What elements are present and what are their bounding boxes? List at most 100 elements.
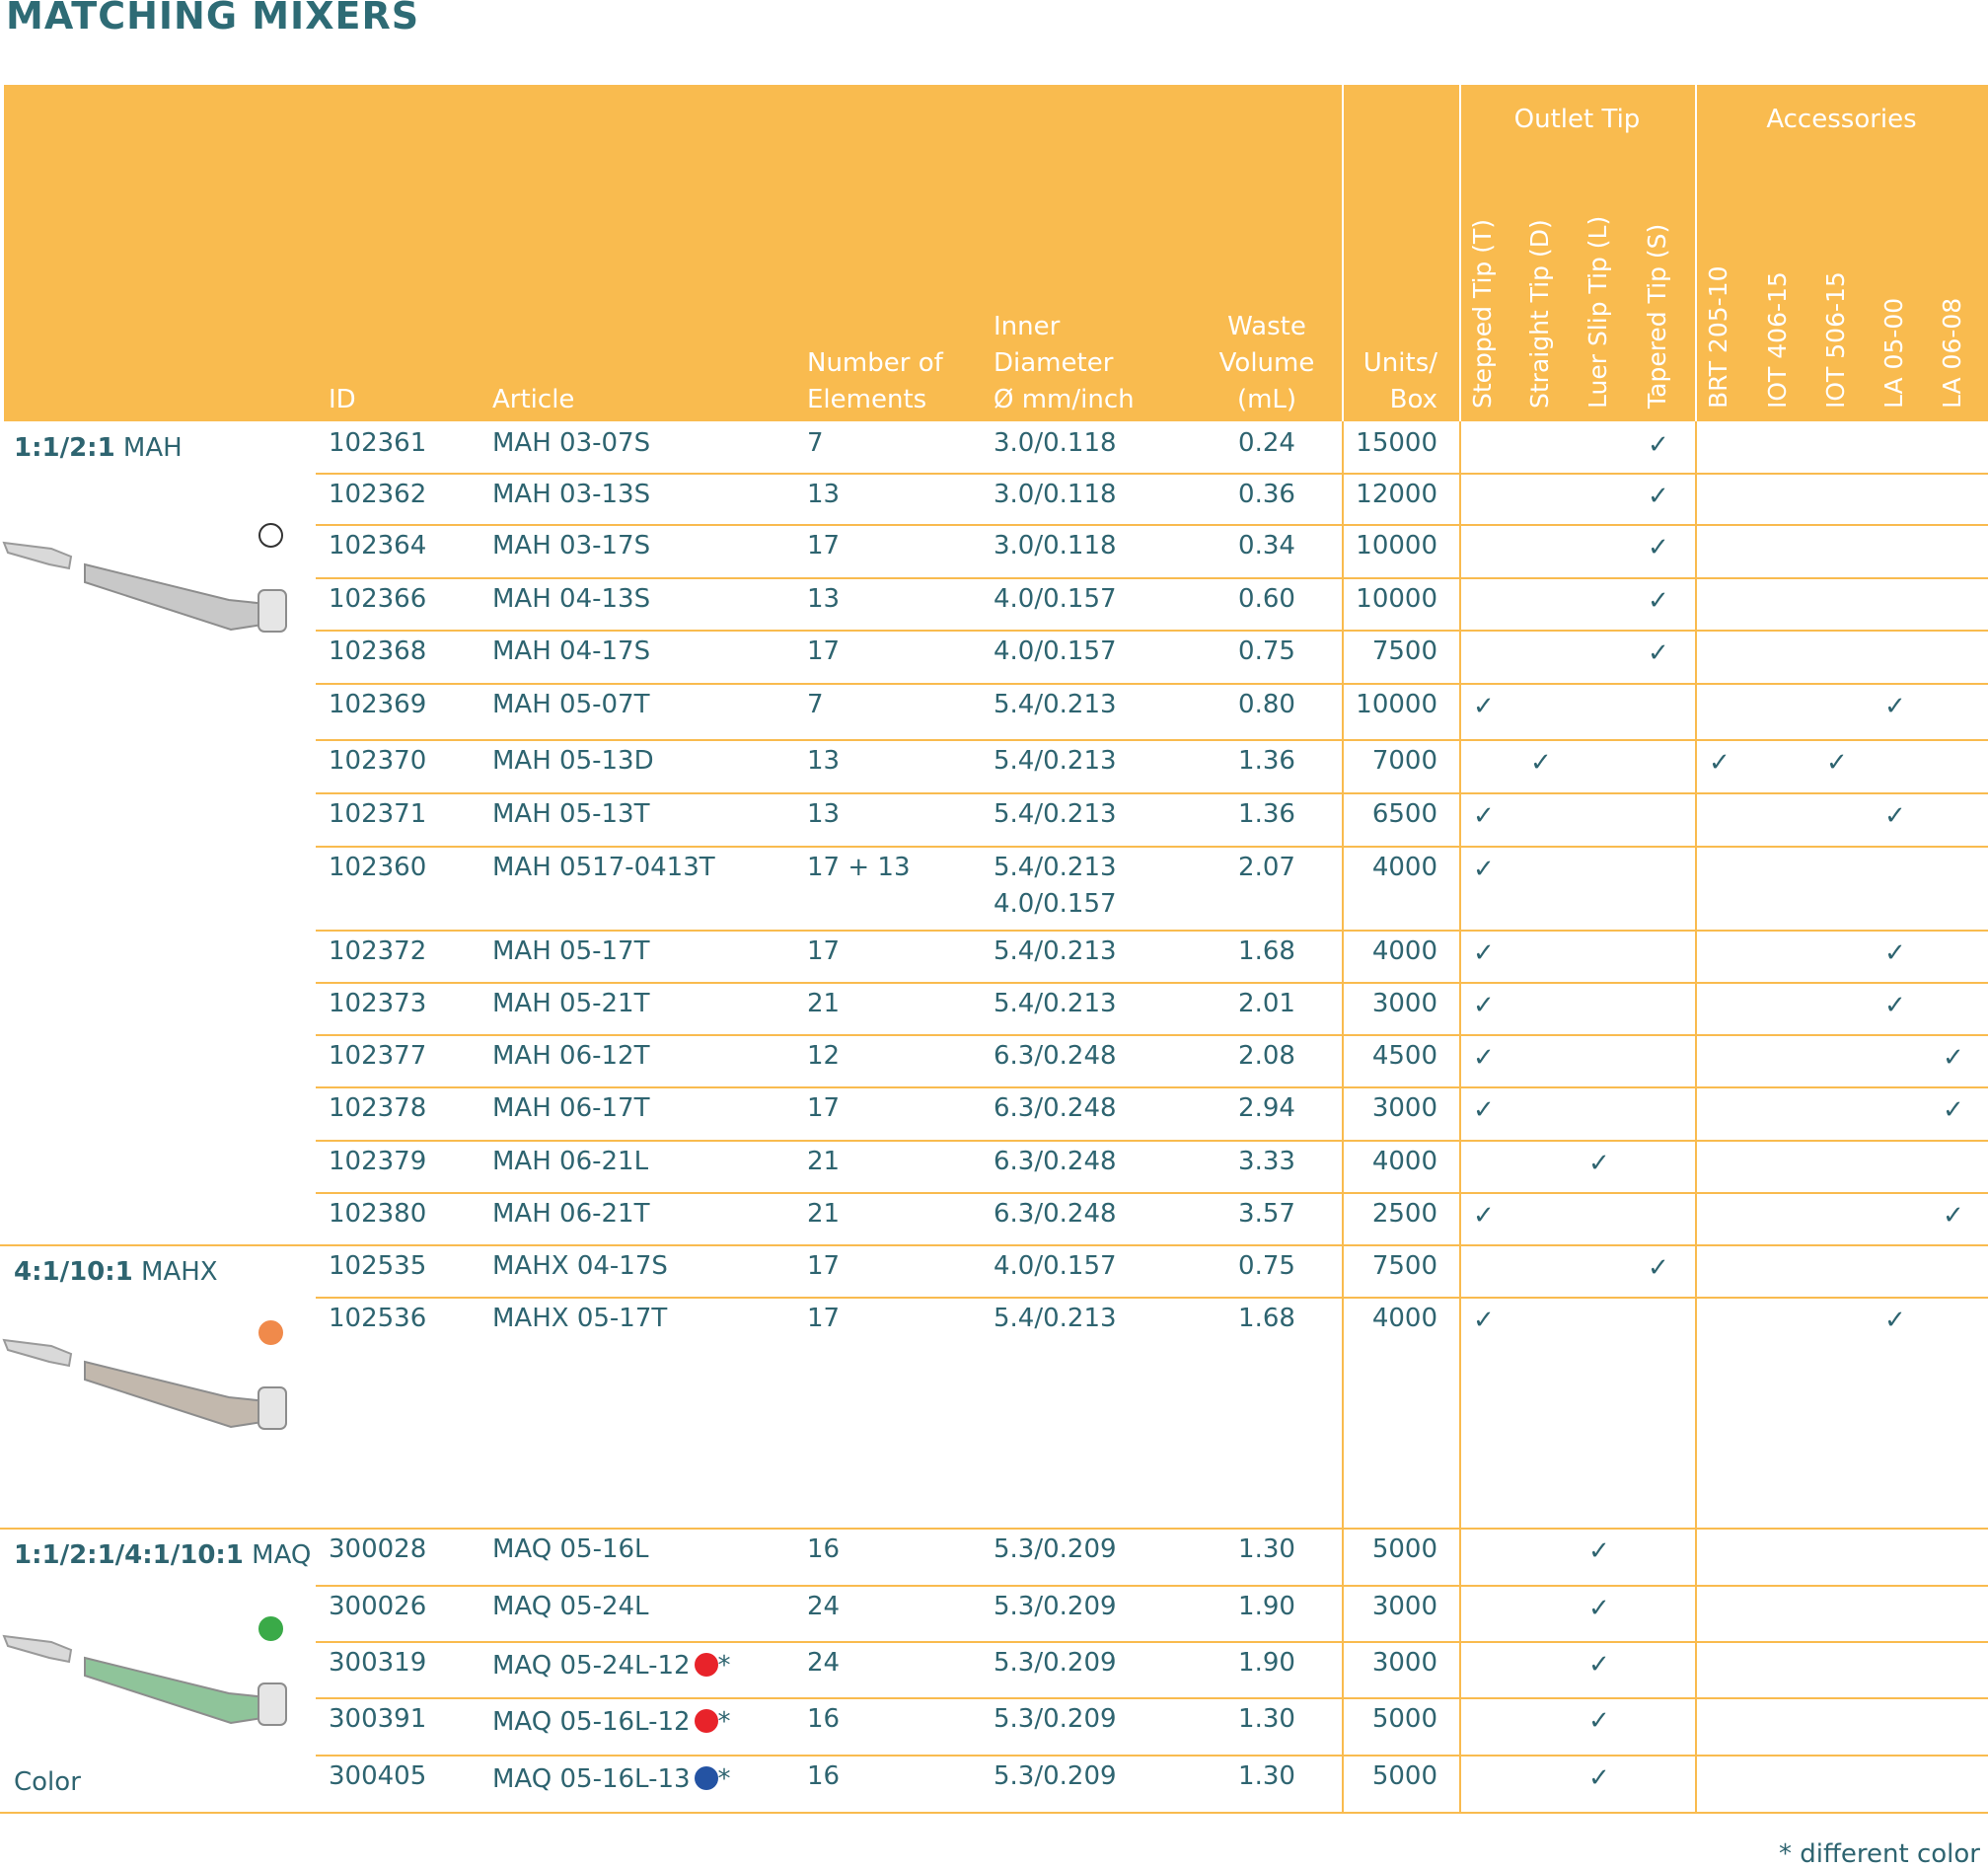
table-cell-inner-diameter: 5.3/0.209	[994, 1761, 1117, 1791]
table-cell-article: MAQ 05-16L	[492, 1533, 649, 1565]
row-divider	[316, 982, 1988, 984]
table-cell-id: 300391	[329, 1704, 427, 1734]
table-cell-inner-diameter: 5.4/0.213	[994, 936, 1117, 966]
table-cell-waste: 1.90	[1238, 1592, 1295, 1621]
header-accessories-group: Accessories	[1766, 105, 1917, 134]
row-divider	[316, 1585, 1988, 1587]
table-cell-elements: 17	[807, 636, 841, 666]
color-dot	[694, 1766, 718, 1790]
table-cell-id: 102536	[329, 1304, 427, 1333]
accessory-check: ✓	[1943, 1043, 1964, 1073]
mixer-base	[258, 1682, 287, 1726]
mixer-illustration	[2, 1338, 287, 1430]
row-divider	[0, 1528, 1988, 1530]
table-cell-waste: 0.24	[1238, 428, 1295, 458]
page-title: MATCHING MIXERS	[6, 0, 420, 37]
accessory-check: ✓	[1943, 1095, 1964, 1125]
mixer-base	[258, 589, 287, 633]
table-cell-article: MAH 03-17S	[492, 530, 650, 561]
header-tip-2: Luer Slip Tip (L)	[1583, 215, 1612, 409]
table-cell-inner-diameter: 5.3/0.209	[994, 1704, 1117, 1734]
header-units-box: Box	[1389, 385, 1437, 414]
table-cell-inner-diameter: 3.0/0.118	[994, 428, 1117, 458]
table-cell-elements: 17	[807, 1304, 841, 1333]
table-cell-units: 4000	[1371, 853, 1437, 882]
table-cell-units: 6500	[1371, 799, 1437, 829]
table-cell-units: 7000	[1371, 746, 1437, 776]
table-cell-waste: 1.30	[1238, 1704, 1295, 1734]
table-cell-article: MAH 05-13T	[492, 798, 649, 830]
group-name: MAH	[114, 433, 183, 463]
column-divider	[1695, 421, 1697, 1814]
table-cell-waste: 2.94	[1238, 1093, 1295, 1123]
table-cell-waste: 2.01	[1238, 989, 1295, 1018]
tip-check: ✓	[1648, 533, 1669, 562]
table-cell-id: 102380	[329, 1199, 427, 1229]
article-text: MAHX 05-17T	[492, 1304, 668, 1333]
article-text: MAH 04-13S	[492, 584, 651, 614]
table-cell-inner-diameter: 5.3/0.209	[994, 1534, 1117, 1564]
group-color-dot	[258, 1616, 283, 1641]
table-cell-units: 4000	[1371, 1304, 1437, 1333]
table-cell-elements: 7	[807, 690, 824, 719]
table-cell-units: 4000	[1371, 1147, 1437, 1176]
table-header	[4, 85, 1988, 421]
header-article: Article	[492, 385, 575, 414]
header-accessory-2: IOT 506-15	[1821, 271, 1850, 409]
tip-check: ✓	[1588, 1149, 1610, 1178]
group-ratio: 4:1/10:1	[14, 1257, 133, 1287]
row-divider	[316, 577, 1988, 579]
table-cell-units: 5000	[1371, 1534, 1437, 1564]
row-divider	[316, 1086, 1988, 1088]
tip-check: ✓	[1648, 482, 1669, 511]
table-cell-article: MAH 06-21L	[492, 1146, 648, 1177]
article-text: MAH 03-13S	[492, 480, 651, 509]
accessory-check: ✓	[1884, 991, 1906, 1020]
tip-check: ✓	[1588, 1763, 1610, 1793]
table-cell-units: 4000	[1371, 936, 1437, 966]
header-elements: Elements	[807, 385, 927, 414]
table-cell-units: 15000	[1356, 428, 1437, 458]
table-cell-id: 102378	[329, 1093, 427, 1123]
table-cell-article: MAH 04-17S	[492, 635, 650, 667]
group-label: 4:1/10:1 MAHX	[14, 1256, 218, 1288]
table-cell-elements: 17	[807, 936, 841, 966]
table-cell-inner-diameter: 5.4/0.213	[994, 853, 1117, 882]
header-inner-diameter: Ø mm/inch	[994, 385, 1135, 414]
article-text: MAH 0517-0413T	[492, 853, 715, 882]
table-cell-elements: 21	[807, 1199, 841, 1229]
article-text: MAH 04-17S	[492, 636, 651, 666]
group-label: 1:1/2:1/4:1/10:1 MAQ	[14, 1539, 311, 1571]
table-cell-waste: 0.60	[1238, 584, 1295, 614]
table-cell-id: 102370	[329, 746, 427, 776]
tip-check: ✓	[1530, 748, 1552, 778]
tip-check: ✓	[1473, 1201, 1495, 1231]
table-cell-waste: 0.75	[1238, 636, 1295, 666]
table-cell-id: 102366	[329, 584, 427, 614]
table-cell-elements: 17	[807, 531, 841, 561]
header-outlet-tip-group: Outlet Tip	[1513, 105, 1641, 134]
header-units-box: Units/	[1362, 348, 1437, 378]
table-cell-waste: 1.68	[1238, 936, 1295, 966]
table-cell-waste: 0.34	[1238, 531, 1295, 561]
header-accessory-4: LA 06-08	[1938, 297, 1966, 409]
table-cell-units: 3000	[1371, 1592, 1437, 1621]
tip-check: ✓	[1588, 1650, 1610, 1680]
row-divider	[316, 792, 1988, 794]
article-text: MAH 05-13D	[492, 746, 654, 776]
table-cell-inner-diameter: 4.0/0.157	[994, 584, 1117, 614]
table-cell-id: 300026	[329, 1592, 427, 1621]
group-label: 1:1/2:1 MAH	[14, 432, 183, 464]
row-divider	[316, 524, 1988, 526]
row-divider	[316, 846, 1988, 848]
mixer-body	[84, 562, 270, 632]
article-text: MAQ 05-16L	[492, 1534, 649, 1564]
accessory-check: ✓	[1884, 692, 1906, 721]
table-cell-units: 3000	[1371, 1093, 1437, 1123]
table-cell-inner-diameter: 6.3/0.248	[994, 1041, 1117, 1071]
table-cell-units: 12000	[1356, 480, 1437, 509]
accessory-check: ✓	[1709, 748, 1730, 778]
header-waste-volume: (mL)	[1236, 385, 1297, 414]
table-cell-units: 10000	[1356, 690, 1437, 719]
header-tip-0: Stepped Tip (T)	[1468, 218, 1497, 409]
